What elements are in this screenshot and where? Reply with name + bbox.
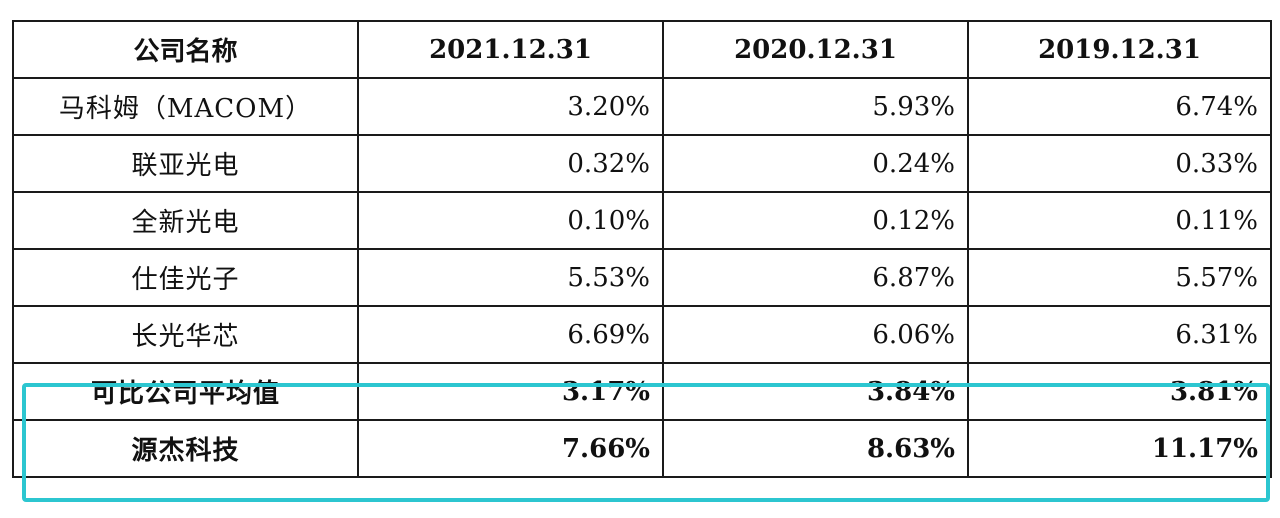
- company-name-cell: 可比公司平均值: [12, 362, 359, 421]
- table-row: 全新光电 0.10% 0.12% 0.11%: [12, 191, 1272, 250]
- company-name-cell: 联亚光电: [12, 134, 359, 193]
- value-cell: 5.93%: [662, 77, 969, 136]
- value-cell: 3.84%: [662, 362, 969, 421]
- value-cell: 0.32%: [357, 134, 664, 193]
- value-cell: 0.10%: [357, 191, 664, 250]
- header-2021: 2021.12.31: [357, 20, 664, 79]
- value-cell: 0.24%: [662, 134, 969, 193]
- company-name-cell: 全新光电: [12, 191, 359, 250]
- table-row: 长光华芯 6.69% 6.06% 6.31%: [12, 305, 1272, 364]
- comparison-table-container: 公司名称 2021.12.31 2020.12.31 2019.12.31 马科…: [12, 20, 1272, 478]
- value-cell: 5.53%: [357, 248, 664, 307]
- table-header-row: 公司名称 2021.12.31 2020.12.31 2019.12.31: [12, 20, 1272, 79]
- company-name-cell: 长光华芯: [12, 305, 359, 364]
- value-cell: 6.74%: [967, 77, 1272, 136]
- company-name-cell: 源杰科技: [12, 419, 359, 478]
- header-2019: 2019.12.31: [967, 20, 1272, 79]
- table-row: 仕佳光子 5.53% 6.87% 5.57%: [12, 248, 1272, 307]
- value-cell: 8.63%: [662, 419, 969, 478]
- value-cell: 7.66%: [357, 419, 664, 478]
- table-row: 联亚光电 0.32% 0.24% 0.33%: [12, 134, 1272, 193]
- table-row: 马科姆（MACOM） 3.20% 5.93% 6.74%: [12, 77, 1272, 136]
- value-cell: 5.57%: [967, 248, 1272, 307]
- comparison-table: 公司名称 2021.12.31 2020.12.31 2019.12.31 马科…: [12, 20, 1272, 478]
- value-cell: 11.17%: [967, 419, 1272, 478]
- value-cell: 3.17%: [357, 362, 664, 421]
- company-name-cell: 马科姆（MACOM）: [12, 77, 359, 136]
- value-cell: 0.33%: [967, 134, 1272, 193]
- company-name-cell: 仕佳光子: [12, 248, 359, 307]
- header-company-name: 公司名称: [12, 20, 359, 79]
- value-cell: 3.20%: [357, 77, 664, 136]
- value-cell: 6.31%: [967, 305, 1272, 364]
- value-cell: 6.69%: [357, 305, 664, 364]
- value-cell: 6.06%: [662, 305, 969, 364]
- value-cell: 0.12%: [662, 191, 969, 250]
- value-cell: 3.81%: [967, 362, 1272, 421]
- header-2020: 2020.12.31: [662, 20, 969, 79]
- value-cell: 6.87%: [662, 248, 969, 307]
- value-cell: 0.11%: [967, 191, 1272, 250]
- summary-row-company: 源杰科技 7.66% 8.63% 11.17%: [12, 419, 1272, 478]
- summary-row-average: 可比公司平均值 3.17% 3.84% 3.81%: [12, 362, 1272, 421]
